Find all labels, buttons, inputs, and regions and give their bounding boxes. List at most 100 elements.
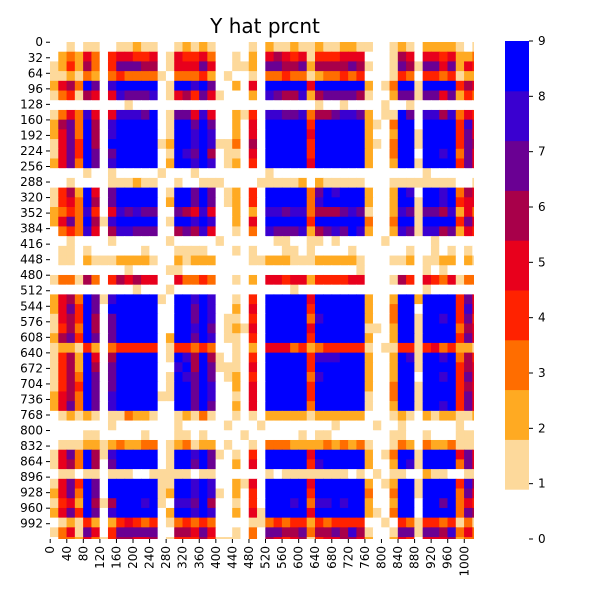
heatmap-cell [99, 313, 109, 325]
heatmap-cell [381, 323, 391, 334]
heatmap-cell [207, 449, 217, 461]
heatmap-cell [50, 381, 59, 393]
heatmap-cell [439, 177, 449, 189]
heatmap-cell [339, 478, 349, 490]
heatmap-cell [306, 216, 316, 228]
heatmap-cell [190, 478, 200, 490]
heatmap-cell [472, 274, 474, 286]
heatmap-cell [149, 100, 159, 111]
heatmap-cell [157, 236, 167, 247]
heatmap-cell [372, 207, 382, 218]
heatmap-cell [141, 226, 150, 237]
heatmap-cell [182, 459, 192, 470]
heatmap-cell [116, 381, 126, 393]
heatmap-cell [182, 323, 192, 334]
heatmap-cell [406, 333, 415, 344]
heatmap-cell [199, 391, 208, 402]
heatmap-cell [74, 352, 84, 363]
heatmap-cell [149, 207, 159, 218]
heatmap-cell [223, 498, 233, 509]
heatmap-cell [190, 420, 200, 431]
heatmap-cell [447, 226, 457, 237]
heatmap-cell [406, 362, 415, 373]
heatmap-cell [74, 469, 84, 480]
heatmap-cell [455, 109, 465, 121]
heatmap-cell [331, 537, 341, 539]
heatmap-cell [397, 226, 407, 237]
heatmap-cell [372, 61, 382, 72]
heatmap-cell [165, 129, 175, 140]
heatmap-cell [50, 255, 59, 266]
heatmap-cell [364, 71, 374, 82]
heatmap-cell [207, 537, 217, 539]
heatmap-cell [124, 236, 134, 247]
heatmap-cell [207, 61, 217, 72]
heatmap-cell [124, 430, 134, 441]
heatmap-cell [389, 342, 399, 354]
heatmap-cell [447, 274, 457, 286]
heatmap-cell [91, 381, 101, 393]
heatmap-cell [455, 255, 465, 266]
heatmap-cell [339, 148, 349, 160]
heatmap-cell [389, 459, 399, 470]
heatmap-cell [372, 420, 382, 431]
heatmap-cell [472, 391, 474, 402]
heatmap-cell [132, 71, 142, 82]
heatmap-cell [240, 488, 250, 499]
heatmap-cell [91, 537, 101, 539]
heatmap-cell [464, 284, 473, 295]
heatmap-cell [257, 274, 266, 286]
heatmap-cell [439, 333, 449, 344]
heatmap-cell [248, 139, 258, 150]
heatmap-cell [132, 139, 142, 150]
heatmap-cell [199, 139, 208, 150]
heatmap-cell [124, 401, 134, 412]
heatmap-cell [83, 51, 93, 63]
heatmap-cell [414, 439, 424, 451]
heatmap-cell [389, 430, 399, 441]
heatmap-cell [124, 119, 134, 130]
heatmap-cell [182, 430, 192, 441]
heatmap-cell [74, 90, 84, 101]
heatmap-cell [199, 109, 208, 121]
heatmap-cell [248, 527, 258, 538]
heatmap-cell [207, 439, 217, 451]
heatmap-cell [381, 372, 391, 383]
heatmap-cell [265, 245, 275, 257]
heatmap-cell [124, 410, 134, 422]
heatmap-cell [389, 148, 399, 160]
heatmap-cell [124, 129, 134, 140]
heatmap-cell [257, 517, 266, 528]
heatmap-cell [99, 255, 109, 266]
heatmap-cell [91, 226, 101, 237]
heatmap-cell [240, 352, 250, 363]
heatmap-cell [240, 177, 250, 189]
heatmap-cell [124, 498, 134, 509]
heatmap-cell [414, 177, 424, 189]
heatmap-cell [389, 362, 399, 373]
heatmap-cell [116, 372, 126, 383]
heatmap-cell [165, 362, 175, 373]
heatmap-cell [190, 323, 200, 334]
y-tick-label: 416 [20, 237, 43, 251]
heatmap-cell [339, 100, 349, 111]
heatmap-cell [66, 90, 76, 101]
heatmap-cell [149, 527, 159, 538]
heatmap-cell [414, 236, 424, 247]
heatmap-cell [149, 168, 159, 179]
heatmap-cell [74, 527, 84, 538]
heatmap-cell [331, 100, 341, 111]
heatmap-cell [66, 129, 76, 140]
heatmap-cell [107, 90, 117, 101]
heatmap-cell [58, 313, 68, 325]
heatmap-cell [223, 197, 233, 208]
y-tick-label: 960 [20, 501, 43, 515]
heatmap-cell [190, 42, 200, 53]
heatmap-cell [464, 42, 473, 53]
heatmap-cell [99, 197, 109, 208]
heatmap-cell [58, 430, 68, 441]
heatmap-cell [430, 119, 440, 130]
heatmap-cell [356, 488, 366, 499]
heatmap-cell [157, 119, 167, 130]
heatmap-cell [306, 226, 316, 237]
